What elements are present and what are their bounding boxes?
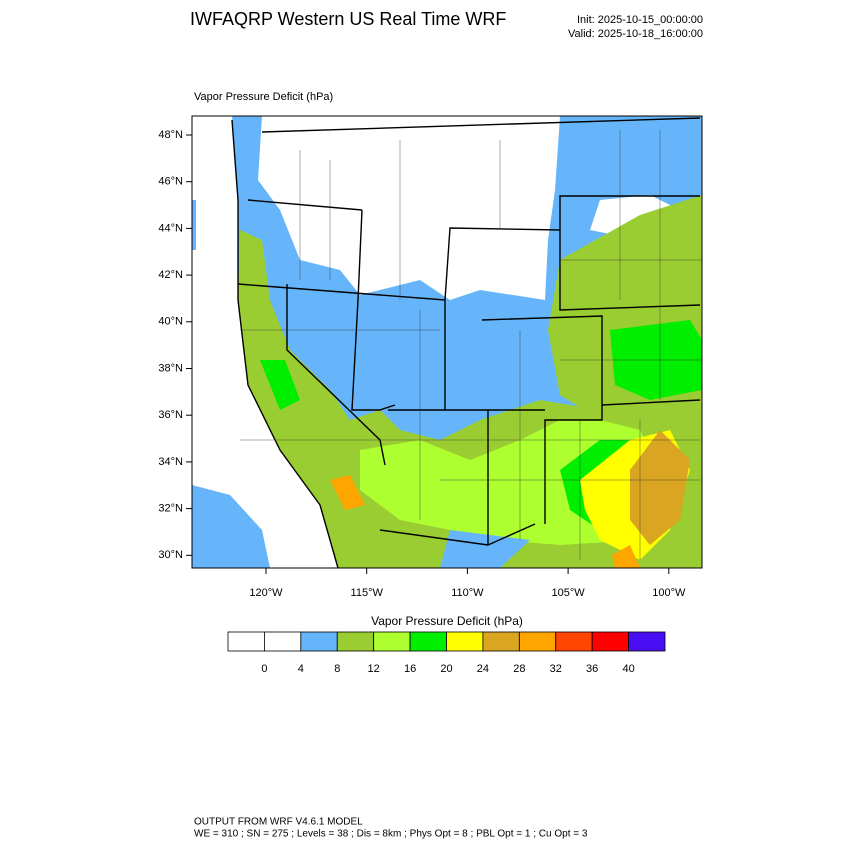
borders [191, 115, 703, 569]
colorbar-tick-label: 40 [622, 663, 634, 675]
field-label: Vapor Pressure Deficit (hPa) [194, 91, 333, 103]
colorbar-tick-label: 28 [513, 663, 525, 675]
lon-label: 105°W [552, 587, 586, 599]
lon-label: 120°W [249, 587, 283, 599]
colorbar-tick-label: 16 [404, 663, 416, 675]
colorbar-box [373, 631, 411, 652]
colorbar-tick-label: 0 [261, 663, 267, 675]
colorbar-tick-label: 24 [477, 663, 489, 675]
lat-label: 48°N [158, 129, 183, 141]
lat-label: 40°N [158, 316, 183, 328]
lat-label: 46°N [158, 176, 183, 188]
map-field [192, 116, 702, 568]
lon-label: 110°W [451, 587, 484, 599]
lat-label: 30°N [158, 549, 183, 561]
init-time: Init: 2025-10-15_00:00:00 [577, 14, 703, 26]
lat-label: 38°N [158, 362, 183, 374]
colorbar-tick-label: 12 [368, 663, 380, 675]
lon-label: 100°W [652, 587, 686, 599]
colorbar-tick-label: 32 [550, 663, 562, 675]
lat-labels: 48°N 46°N 44°N 42°N 40°N 38°N 36°N 34°N 32°N 30°N [158, 129, 192, 561]
colorbar-box [300, 631, 338, 652]
lat-label: 34°N [158, 456, 183, 468]
footer-line: WE = 310 ; SN = 275 ; Levels = 38 ; Dis … [194, 829, 588, 840]
colorbar-box [518, 631, 557, 652]
lon-labels: 120°W 115°W 110°W 105°W 100°W [249, 568, 686, 599]
colorbar-tick-label: 8 [334, 663, 340, 675]
title: IWFAQRP Western US Real Time WRF [190, 9, 506, 29]
lat-label: 44°N [158, 222, 183, 234]
lat-label: 32°N [158, 503, 183, 515]
footer-line: OUTPUT FROM WRF V4.6.1 MODEL [194, 817, 363, 828]
colorbar-box [264, 631, 302, 652]
colorbar-tick-label: 20 [440, 663, 452, 675]
colorbar-box [409, 631, 447, 652]
colorbar-box [336, 631, 375, 652]
colorbar-box [555, 631, 593, 652]
colorbar-box [628, 631, 666, 652]
colorbar-box [227, 631, 265, 652]
colorbar: 0 4 8 12 16 20 24 28 32 36 40 [227, 631, 666, 675]
colorbar-box [482, 631, 520, 652]
colorbar-title: Vapor Pressure Deficit (hPa) [371, 614, 523, 628]
colorbar-tick-label: 4 [298, 663, 304, 675]
colorbar-tick-label: 36 [586, 663, 598, 675]
lon-label: 115°W [351, 587, 384, 599]
valid-time: Valid: 2025-10-18_16:00:00 [568, 28, 703, 40]
colorbar-box [591, 631, 629, 652]
lat-label: 42°N [158, 269, 183, 281]
colorbar-box [446, 631, 484, 652]
lat-label: 36°N [158, 409, 183, 421]
